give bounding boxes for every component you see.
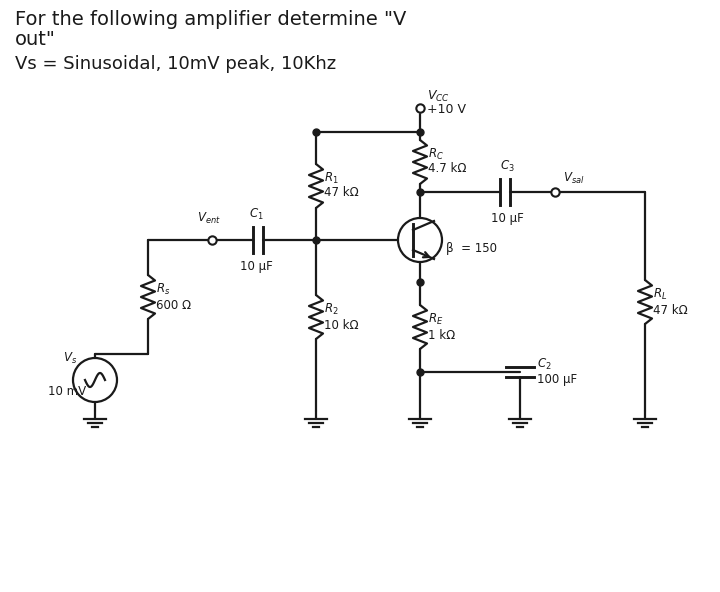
Text: 100 μF: 100 μF — [537, 374, 577, 387]
Text: $V_{sal}$: $V_{sal}$ — [563, 171, 585, 186]
Text: 47 kΩ: 47 kΩ — [653, 304, 688, 317]
Text: $R_s$: $R_s$ — [156, 281, 171, 297]
Text: 600 Ω: 600 Ω — [156, 298, 191, 311]
Text: $R_E$: $R_E$ — [428, 311, 444, 327]
Text: $C_1$: $C_1$ — [248, 207, 264, 222]
Text: 47 kΩ: 47 kΩ — [324, 185, 359, 198]
Text: $R_L$: $R_L$ — [653, 287, 667, 301]
Text: out": out" — [15, 30, 56, 49]
Text: $R_1$: $R_1$ — [324, 170, 338, 185]
Text: For the following amplifier determine "V: For the following amplifier determine "V — [15, 10, 406, 29]
Text: 10 μF: 10 μF — [490, 212, 523, 225]
Text: $V_{CC}$: $V_{CC}$ — [427, 89, 450, 104]
Text: $R_2$: $R_2$ — [324, 301, 338, 317]
Text: Vs = Sinusoidal, 10mV peak, 10Khz: Vs = Sinusoidal, 10mV peak, 10Khz — [15, 55, 336, 73]
Text: 4.7 kΩ: 4.7 kΩ — [428, 162, 467, 175]
Text: $V_{ent}$: $V_{ent}$ — [197, 211, 221, 226]
Text: β  = 150: β = 150 — [446, 242, 497, 255]
Text: +10 V: +10 V — [427, 103, 466, 116]
Text: $C_3$: $C_3$ — [500, 159, 514, 174]
Text: $V_s$: $V_s$ — [63, 351, 77, 366]
Text: $R_C$: $R_C$ — [428, 146, 444, 162]
Text: 10 mV: 10 mV — [48, 385, 86, 398]
Text: $C_2$: $C_2$ — [537, 356, 552, 372]
Text: 1 kΩ: 1 kΩ — [428, 329, 455, 342]
Text: 10 kΩ: 10 kΩ — [324, 318, 359, 332]
Text: 10 μF: 10 μF — [240, 260, 272, 273]
